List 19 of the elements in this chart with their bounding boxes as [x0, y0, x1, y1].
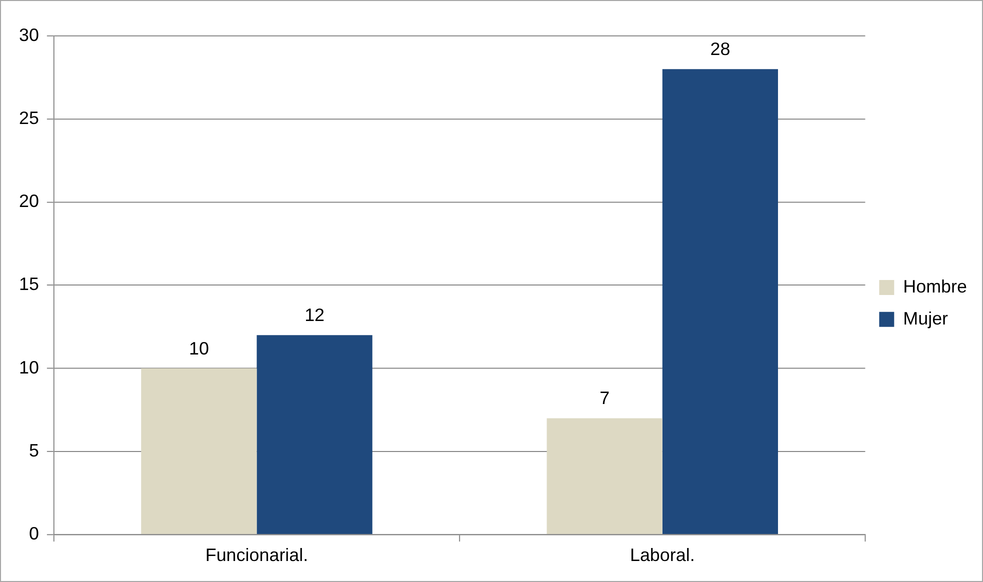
bar	[662, 69, 778, 534]
y-tick-label: 30	[18, 24, 39, 45]
y-tick-label: 15	[18, 274, 39, 294]
y-tick-label: 20	[18, 191, 39, 212]
x-tick-label: Funcionarial.	[205, 545, 308, 566]
x-tick-label: Laboral.	[630, 545, 695, 566]
y-tick-label: 25	[18, 108, 39, 128]
legend-label: Hombre	[903, 276, 968, 296]
data-label: 12	[304, 305, 325, 326]
bar	[256, 335, 372, 534]
data-label: 28	[710, 39, 730, 60]
legend-label: Mujer	[903, 308, 948, 328]
data-label: 7	[600, 388, 610, 408]
data-label: 10	[188, 338, 209, 358]
y-tick-label: 10	[18, 357, 39, 378]
y-tick-label: 5	[28, 440, 39, 460]
bar	[546, 418, 662, 534]
bar	[141, 368, 257, 534]
y-tick-label: 0	[28, 524, 39, 544]
